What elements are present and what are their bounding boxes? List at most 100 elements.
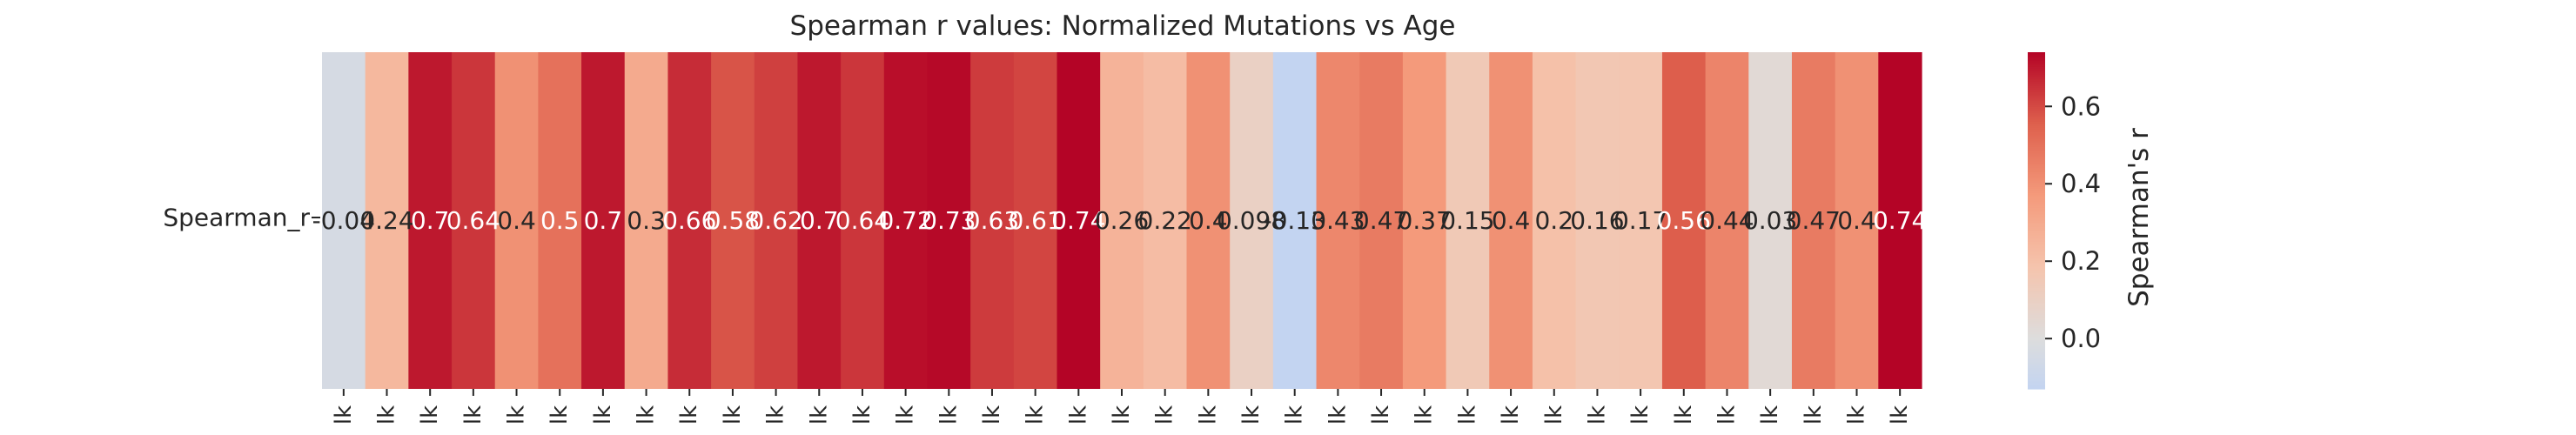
- colorbar-segment: [2028, 266, 2045, 270]
- colorbar-segment: [2028, 363, 2045, 366]
- colorbar-tick-label: 0.4: [2061, 169, 2101, 198]
- colorbar-segment: [2028, 271, 2045, 274]
- colorbar-segment: [2028, 73, 2045, 77]
- colorbar-segment: [2028, 385, 2045, 388]
- colorbar-segment: [2028, 284, 2045, 287]
- colorbar-segment: [2028, 131, 2045, 135]
- colorbar-segment: [2028, 218, 2045, 222]
- heatmap-cell-label: -0.04: [312, 206, 375, 235]
- heatmap-cell: [1661, 52, 1707, 389]
- colorbar-segment: [2028, 85, 2045, 89]
- colorbar-segment: [2028, 128, 2045, 131]
- colorbar-segment: [2028, 254, 2045, 258]
- heatmap-cell-label: 0.74: [1051, 206, 1105, 235]
- colorbar-segment: [2028, 279, 2045, 283]
- heatmap-cell-label: 0.44: [1700, 206, 1754, 235]
- colorbar-segment: [2028, 324, 2045, 327]
- heatmap-cell: [883, 52, 929, 389]
- colorbar-ticks: 0.0 0.2 0.4 0.6: [2045, 91, 2101, 353]
- heatmap-cell-label: 0.47: [1787, 206, 1841, 235]
- column-tick-label: lk: [1065, 405, 1091, 425]
- column-tick-label: lk: [1498, 405, 1524, 425]
- heatmap-cell: [711, 52, 755, 389]
- colorbar-segment: [2028, 304, 2045, 308]
- heatmap-cell: [1791, 52, 1836, 389]
- colorbar-segment: [2028, 357, 2045, 360]
- colorbar-segment: [2028, 64, 2045, 68]
- colorbar-segment: [2028, 168, 2045, 171]
- heatmap-cell-label: -0.13: [1263, 206, 1325, 235]
- colorbar-segment: [2028, 317, 2045, 320]
- heatmap-cell: [1878, 52, 1922, 389]
- colorbar-segment: [2028, 321, 2045, 325]
- heatmap-cell-label: 0.03: [1743, 206, 1797, 235]
- colorbar-segment: [2028, 88, 2045, 91]
- heatmap-cell-label: 0.64: [835, 206, 889, 235]
- heatmap-cell-label: 0.74: [1873, 206, 1927, 235]
- colorbar-segment: [2028, 91, 2045, 95]
- colorbar-segment: [2028, 164, 2045, 167]
- column-tick-label: lk: [936, 405, 962, 425]
- heatmap-cell-label: 0.64: [446, 206, 500, 235]
- heatmap-cell-label: 0.22: [1138, 206, 1192, 235]
- heatmap-cell: [581, 52, 626, 389]
- colorbar-segment: [2028, 56, 2045, 59]
- colorbar-segment: [2028, 211, 2045, 215]
- colorbar-segment: [2028, 151, 2045, 154]
- column-tick-label: lk: [1584, 405, 1610, 425]
- colorbar-segment: [2028, 84, 2045, 87]
- colorbar-segment: [2028, 113, 2045, 117]
- colorbar-segment: [2028, 264, 2045, 268]
- colorbar-segment: [2028, 207, 2045, 211]
- heatmap-cell-label: 0.7: [800, 206, 839, 235]
- heatmap-cell-label: 0.098: [1217, 206, 1286, 235]
- colorbar-segment: [2028, 378, 2045, 381]
- colorbar-segment: [2028, 197, 2045, 200]
- column-tick-label: lk: [1023, 405, 1049, 425]
- colorbar-tick-label: 0.6: [2061, 91, 2101, 121]
- colorbar-segment: [2028, 52, 2045, 56]
- colorbar-tick-label: 0.2: [2061, 246, 2101, 276]
- colorbar-segment: [2028, 159, 2045, 163]
- column-tick-label: lk: [1412, 405, 1438, 425]
- heatmap-cell-label: 0.63: [965, 206, 1019, 235]
- colorbar-segment: [2028, 58, 2045, 62]
- column-tick-label: lk: [590, 405, 616, 425]
- heatmap-cell: [1272, 52, 1318, 389]
- colorbar-segment: [2028, 121, 2045, 124]
- colorbar-segment: [2028, 380, 2045, 384]
- colorbar-segment: [2028, 182, 2045, 185]
- column-tick-label: lk: [547, 405, 573, 425]
- heatmap-cell-label: 0.24: [359, 206, 413, 235]
- heatmap-cell-label: 0.47: [1354, 206, 1408, 235]
- colorbar-segment: [2028, 69, 2045, 72]
- colorbar-segment: [2028, 351, 2045, 354]
- column-tick-label: lk: [1325, 405, 1351, 425]
- column-tick-label: lk: [979, 405, 1005, 425]
- column-tick-labels: lk lk lk lk lk lk lk lk lk lk lk lk lk lk lk lk lk lk lk lk…: [331, 389, 1913, 425]
- heatmap-cell-label: 0.4: [1189, 206, 1228, 235]
- colorbar-segment: [2028, 201, 2045, 204]
- colorbar-segment: [2028, 199, 2045, 203]
- column-tick-label: lk: [1238, 405, 1265, 425]
- colorbar-segment: [2028, 96, 2045, 99]
- colorbar: [2028, 52, 2045, 390]
- row-label: Spearman_r: [163, 204, 310, 232]
- colorbar-segment: [2028, 222, 2045, 225]
- colorbar-segment: [2028, 136, 2045, 139]
- colorbar-segment: [2028, 157, 2045, 160]
- heatmap-cell: [754, 52, 799, 389]
- colorbar-segment: [2028, 119, 2045, 123]
- colorbar-segment: [2028, 54, 2045, 57]
- colorbar-segment: [2028, 346, 2045, 350]
- heatmap-cell-label: 0.4: [1837, 206, 1876, 235]
- column-tick-label: lk: [1152, 405, 1178, 425]
- heatmap-cell: [1100, 52, 1144, 389]
- heatmap-cell-label: 0.4: [497, 206, 536, 235]
- colorbar-segment: [2028, 180, 2045, 184]
- colorbar-segment: [2028, 371, 2045, 375]
- colorbar-segment: [2028, 70, 2045, 74]
- colorbar-segment: [2028, 269, 2045, 272]
- colorbar-segment: [2028, 186, 2045, 190]
- colorbar-segment: [2028, 241, 2045, 244]
